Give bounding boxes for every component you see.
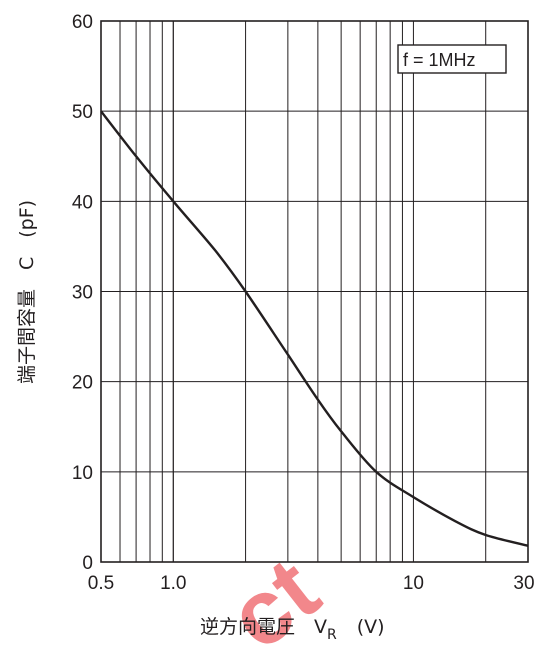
y-tick-label: 0 <box>82 553 93 574</box>
grid <box>101 21 528 562</box>
y-tick-labels: 0 10 20 30 40 50 60 <box>72 12 93 574</box>
y-tick-label: 40 <box>72 192 93 213</box>
y-tick-label: 20 <box>72 373 93 394</box>
x-axis-label: 逆方向電圧 VR (V) <box>200 616 385 643</box>
y-tick-label: 30 <box>72 283 93 304</box>
x-tick-label: 30 <box>513 573 534 594</box>
x-tick-labels: 0.5 1.0 10 30 <box>88 573 535 594</box>
x-axis-label-unit: (V) <box>357 616 385 638</box>
x-tick-label: 10 <box>403 573 424 594</box>
plot-area <box>100 20 529 563</box>
annotation-box: f = 1MHz <box>397 44 507 74</box>
y-axis-label: 端子間容量 C (pF) <box>16 200 38 384</box>
annotation-frame <box>397 44 507 74</box>
x-tick-label: 0.5 <box>88 573 114 594</box>
y-tick-label: 60 <box>72 12 93 33</box>
y-tick-label: 10 <box>72 463 93 484</box>
x-axis-label-main: 逆方向電圧 V <box>200 616 327 638</box>
x-axis-label-subscript: R <box>327 627 337 643</box>
annotation-text: f = 1MHz <box>403 50 476 70</box>
x-tick-label: 1.0 <box>160 573 186 594</box>
capacitance-curve <box>100 110 529 547</box>
y-tick-label: 50 <box>72 102 93 123</box>
